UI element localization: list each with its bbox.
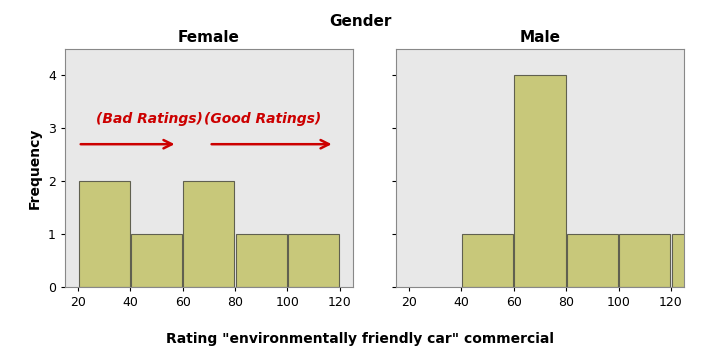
Bar	[78, 181, 130, 287]
Bar	[184, 181, 234, 287]
Bar	[288, 234, 339, 287]
Text: Rating "environmentally friendly car" commercial: Rating "environmentally friendly car" co…	[166, 332, 554, 346]
Bar	[131, 234, 182, 287]
Bar	[619, 234, 670, 287]
Bar	[672, 234, 720, 287]
Title: Male: Male	[520, 30, 560, 45]
Bar	[567, 234, 618, 287]
Text: (Bad Ratings): (Bad Ratings)	[96, 112, 203, 126]
Y-axis label: Frequency: Frequency	[28, 127, 42, 209]
Text: Gender: Gender	[329, 14, 391, 29]
Bar	[515, 76, 565, 287]
Bar	[235, 234, 287, 287]
Title: Female: Female	[178, 30, 240, 45]
Text: (Good Ratings): (Good Ratings)	[204, 112, 321, 126]
Bar	[462, 234, 513, 287]
